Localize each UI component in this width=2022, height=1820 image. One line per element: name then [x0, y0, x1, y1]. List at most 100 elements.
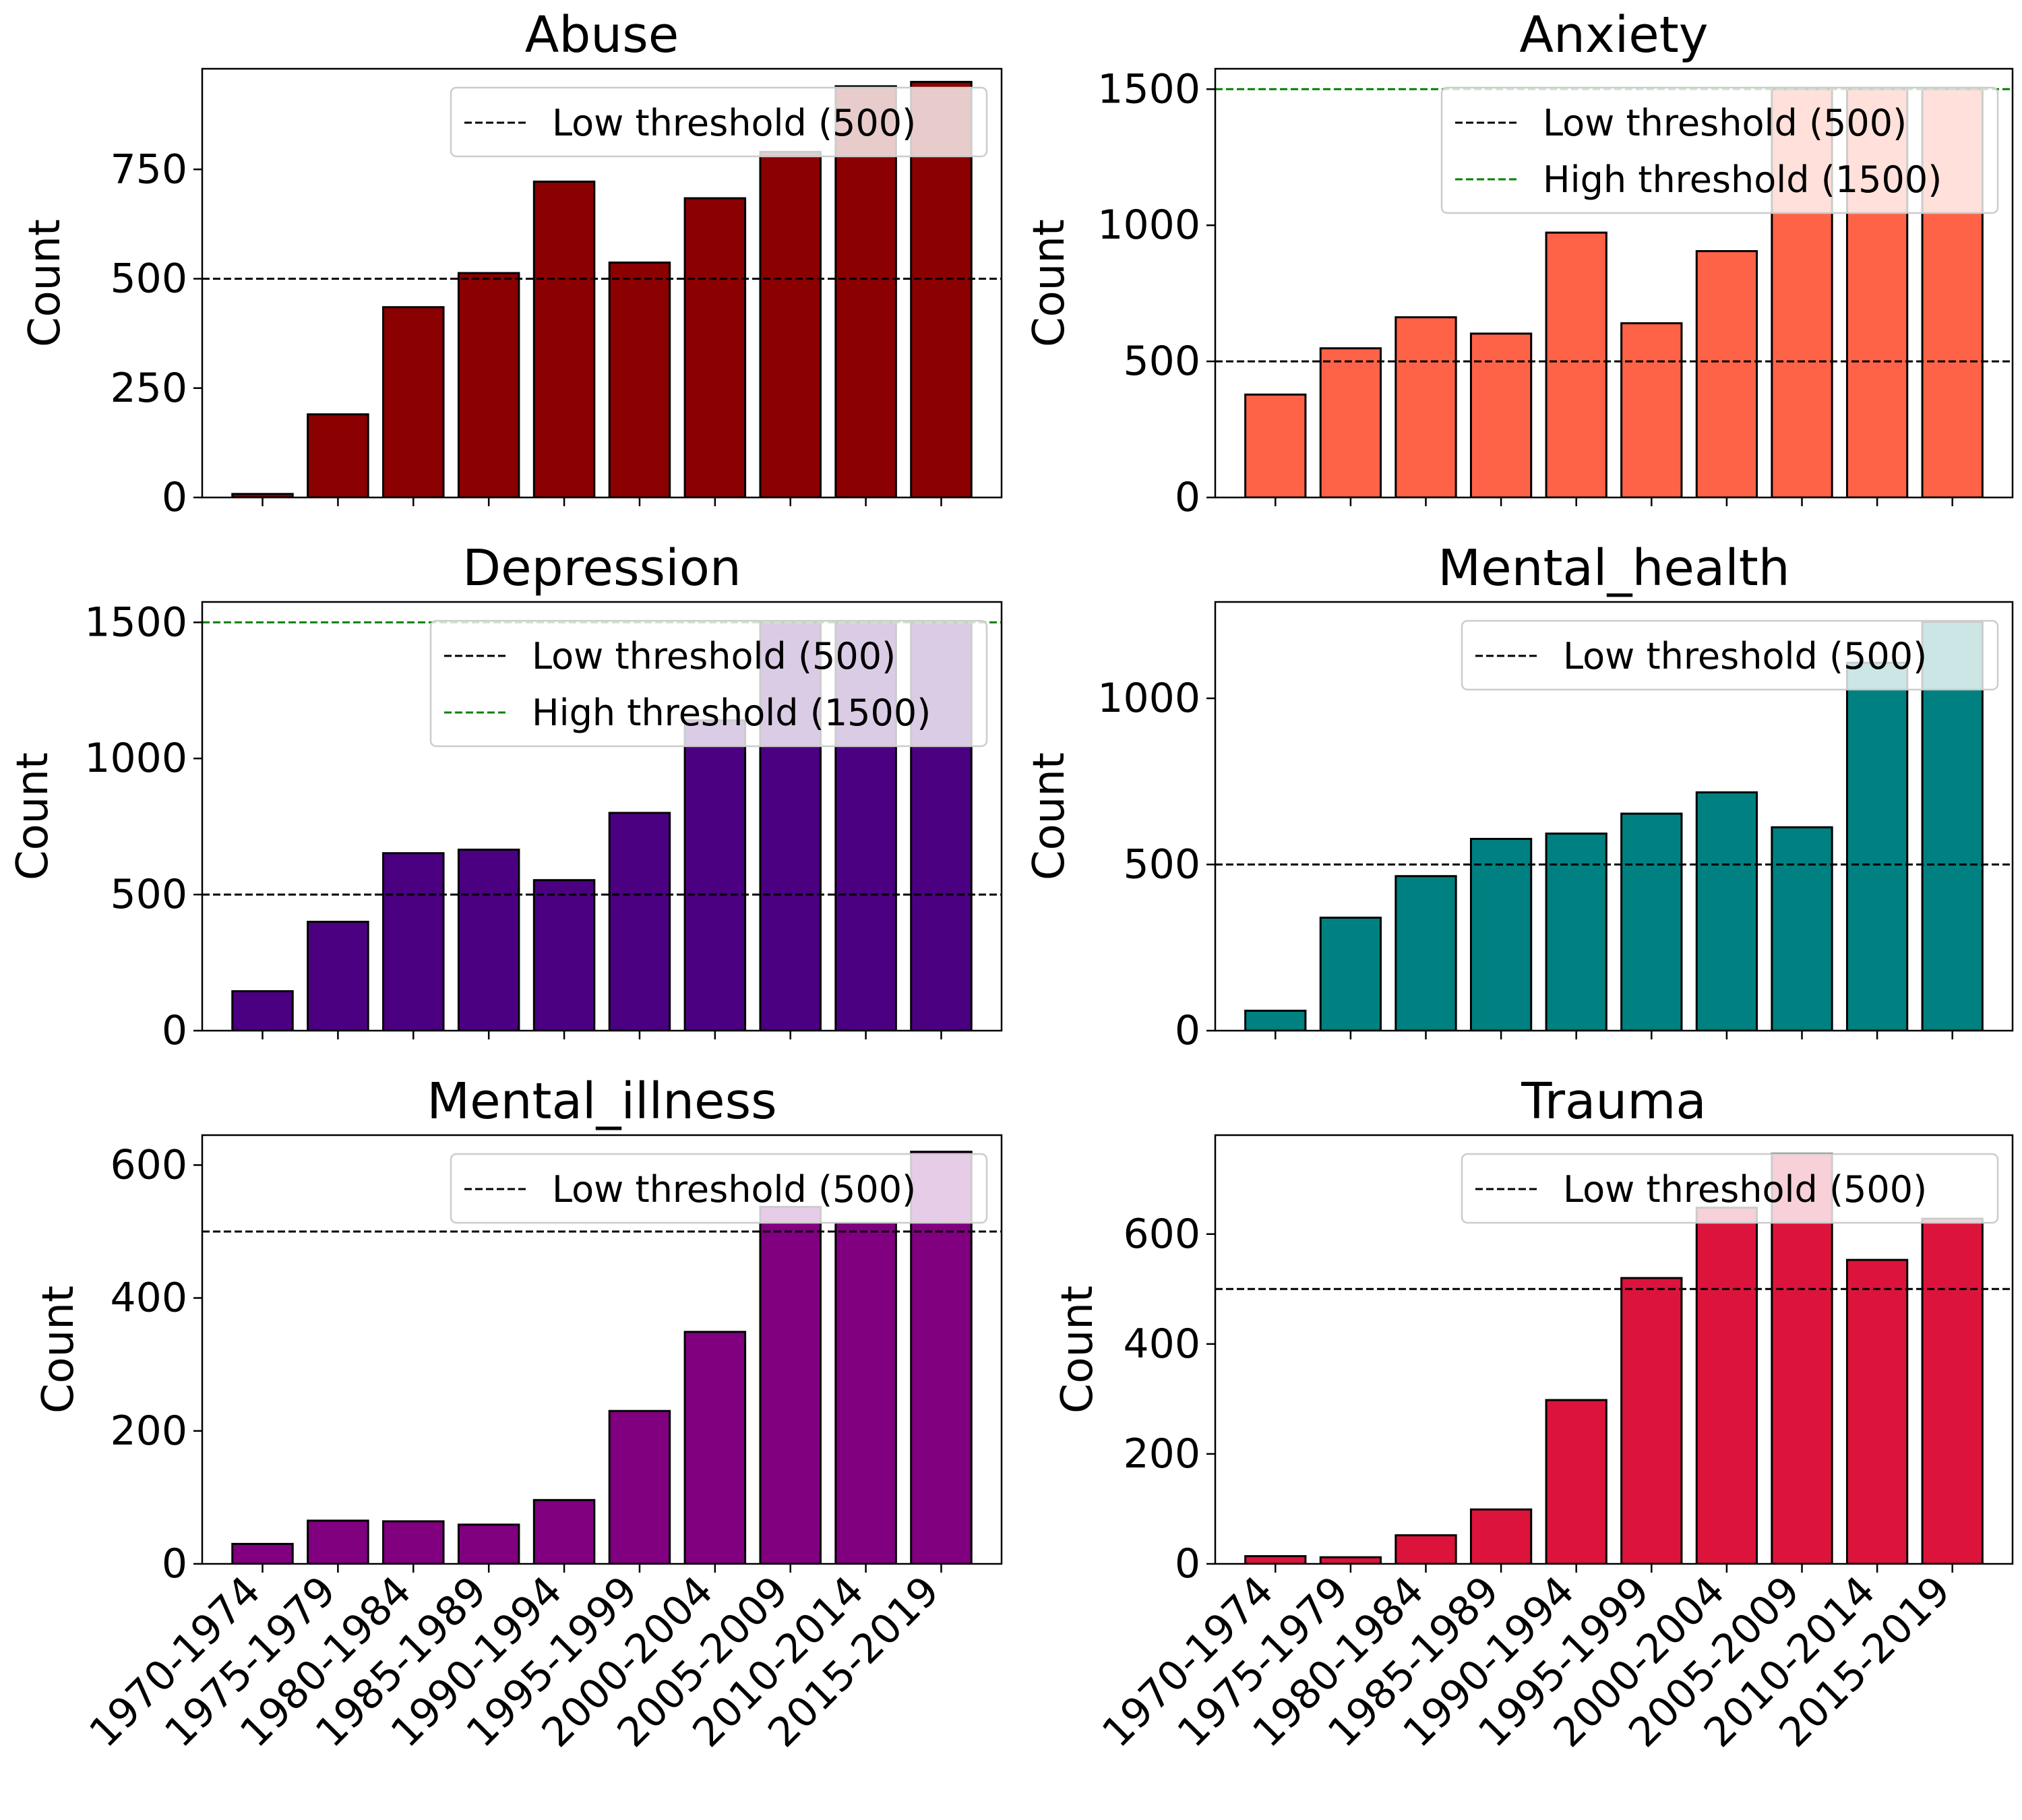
y-tick-label: 1500 — [1097, 65, 1200, 113]
bar — [382, 1520, 445, 1564]
bar — [1620, 322, 1683, 497]
bar — [683, 197, 747, 497]
y-axis-label: Count — [1024, 752, 1074, 880]
bar — [834, 1221, 897, 1564]
y-tick-label: 750 — [110, 146, 187, 193]
subplot-title: Trauma — [1521, 1072, 1706, 1130]
axes-frame — [201, 1134, 1003, 1565]
bars — [231, 621, 973, 1031]
legend-label: High threshold (1500) — [532, 692, 931, 734]
bar — [1921, 1217, 1984, 1564]
y-axis-label: Count — [1053, 1285, 1103, 1414]
bar — [382, 852, 445, 1031]
y-tick-label: 250 — [110, 365, 187, 412]
y-tick-label: 0 — [162, 474, 187, 521]
bar — [1695, 791, 1758, 1031]
y-tick-label: 200 — [110, 1407, 187, 1455]
axes-frame — [1214, 67, 2014, 499]
bar — [1620, 812, 1683, 1031]
bar — [532, 180, 596, 497]
y-tick-label: 600 — [1123, 1211, 1200, 1258]
subplot-4: 02004006001970-19741975-19791980-1984198… — [34, 1072, 1003, 1757]
subplot-title: Depression — [462, 539, 741, 597]
legend-box — [1461, 619, 1999, 691]
bar — [1845, 661, 1909, 1031]
legend-box — [1461, 1153, 1999, 1224]
legend: Low threshold (500) — [1461, 619, 1999, 691]
legend-box — [450, 86, 988, 158]
legend-box — [450, 1153, 988, 1224]
legend-box — [1440, 86, 1999, 214]
y-tick-label: 0 — [162, 1007, 187, 1054]
legend: Low threshold (500) — [450, 1153, 988, 1224]
bar — [1244, 1555, 1307, 1564]
bar — [1395, 316, 1457, 497]
bar — [532, 1498, 596, 1564]
legend-label: Low threshold (500) — [552, 102, 916, 144]
legend-label: Low threshold (500) — [532, 635, 896, 677]
y-tick-label: 0 — [162, 1540, 187, 1587]
axes-frame — [1214, 1134, 2014, 1565]
subplot-5: 02004006001970-19741975-19791980-1984198… — [1053, 1072, 2014, 1757]
y-tick-label: 1000 — [84, 735, 187, 782]
bar — [1545, 832, 1607, 1031]
y-tick-label: 400 — [110, 1275, 187, 1322]
bar — [1545, 231, 1607, 497]
bar — [457, 272, 520, 497]
bar — [683, 719, 747, 1031]
y-tick-label: 600 — [110, 1141, 187, 1188]
bar — [608, 261, 671, 497]
y-axis-label: Count — [20, 219, 70, 347]
legend-label: Low threshold (500) — [1563, 1168, 1927, 1211]
y-tick-label: 0 — [1175, 1007, 1200, 1054]
y-tick-label: 500 — [1123, 338, 1200, 385]
y-tick-label: 1000 — [1097, 202, 1200, 249]
legend: Low threshold (500) — [450, 86, 988, 158]
bar — [1244, 393, 1307, 497]
bar — [1469, 332, 1533, 497]
bar — [231, 1542, 294, 1564]
bar — [759, 150, 822, 497]
y-tick-label: 500 — [110, 255, 187, 303]
bar — [307, 413, 369, 497]
bar — [457, 848, 520, 1031]
axes-frame — [1214, 601, 2014, 1032]
legend-label: Low threshold (500) — [1543, 102, 1907, 144]
legend-box — [429, 619, 988, 748]
legend-label: High threshold (1500) — [1543, 158, 1942, 201]
bar — [1395, 875, 1457, 1031]
bar — [457, 1523, 520, 1564]
bar — [1469, 1508, 1533, 1564]
subplot-title: Abuse — [525, 6, 679, 64]
bar — [608, 812, 671, 1031]
bar — [1319, 347, 1382, 497]
legend-label: Low threshold (500) — [1563, 635, 1927, 677]
subplot-3: 0 500 1000 Mental_health Count Low threshold … — [1024, 539, 2014, 1054]
subplot-1: 0 500 1000 1500 Anxiety Count Low threshold (5… — [1024, 6, 2014, 521]
y-tick-label: 500 — [110, 871, 187, 918]
legend: Low threshold (500) — [1461, 1153, 1999, 1224]
bar — [1771, 826, 1833, 1031]
bar — [1469, 838, 1533, 1031]
bar — [307, 1519, 369, 1564]
bar — [1319, 916, 1382, 1031]
bar — [608, 1409, 671, 1564]
bar — [1545, 1399, 1607, 1564]
subplot-title: Mental_health — [1438, 539, 1789, 597]
y-tick-label: 400 — [1123, 1321, 1200, 1368]
subplot-title: Anxiety — [1519, 6, 1708, 64]
y-tick-label: 200 — [1123, 1430, 1200, 1478]
bar — [1244, 1009, 1307, 1031]
legend-label: Low threshold (500) — [552, 1168, 916, 1211]
axes-frame — [201, 67, 1003, 499]
y-tick-label: 1500 — [84, 599, 187, 646]
y-tick-label: 1000 — [1097, 675, 1200, 722]
bar — [1395, 1534, 1457, 1564]
bar — [1845, 1258, 1909, 1564]
y-axis-label: Count — [34, 1285, 84, 1414]
y-tick-label: 0 — [1175, 1540, 1200, 1587]
y-axis-label: Count — [1024, 219, 1074, 347]
axes-frame — [201, 601, 1003, 1032]
bar — [231, 493, 294, 497]
